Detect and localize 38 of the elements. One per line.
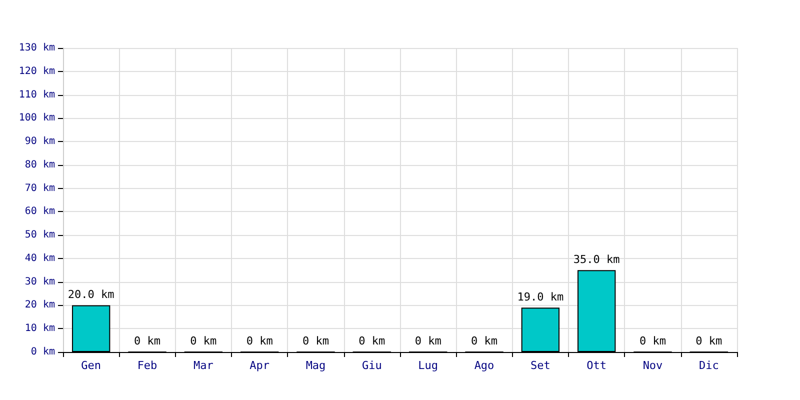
y-tick-label: 80 km: [24, 159, 55, 170]
x-tick-label: Gen: [81, 359, 102, 372]
y-tick-label: 10 km: [24, 323, 55, 334]
y-tick-label: 60 km: [24, 206, 55, 218]
data-label: 0 km: [414, 334, 442, 348]
x-tick-label: Nov: [642, 359, 664, 372]
data-label: 0 km: [471, 334, 498, 348]
data-label: 35.0 km: [573, 253, 620, 266]
y-tick-label: 30 km: [24, 276, 55, 288]
data-label: 0 km: [358, 334, 386, 348]
y-tick-label: 50 km: [24, 230, 55, 241]
y-tick-label: 90 km: [24, 136, 55, 148]
y-tick-label: 100 km: [18, 112, 55, 124]
x-tick-label: Set: [530, 359, 550, 372]
y-tick-label: 40 km: [24, 252, 55, 264]
y-tick-label: 130 km: [18, 42, 55, 54]
y-tick-label: 120 km: [18, 66, 55, 77]
x-tick-label: Dic: [698, 359, 719, 372]
data-label: 0 km: [134, 334, 161, 348]
data-label: 19.0 km: [517, 290, 564, 304]
x-tick-label: Ott: [586, 359, 607, 372]
y-tick-label: 0 km: [30, 346, 55, 358]
y-tick-label: 20 km: [24, 300, 55, 311]
y-tick-label: 110 km: [18, 89, 55, 100]
x-tick-label: Mag: [306, 359, 326, 372]
data-label: 0 km: [302, 334, 330, 348]
y-tick-label: 70 km: [24, 182, 55, 194]
x-tick-label: Giu: [362, 359, 382, 372]
data-label: 0 km: [696, 334, 723, 348]
x-tick-label: Ago: [474, 359, 494, 372]
data-label: 0 km: [190, 334, 218, 348]
data-label: 0 km: [640, 334, 666, 348]
x-tick-label: Lug: [418, 359, 438, 372]
data-label: 20.0 km: [68, 288, 115, 302]
x-tick-label: Mar: [193, 359, 214, 372]
data-label: 0 km: [246, 334, 274, 348]
x-tick-label: Feb: [137, 359, 158, 372]
x-tick-label: Apr: [250, 359, 270, 372]
